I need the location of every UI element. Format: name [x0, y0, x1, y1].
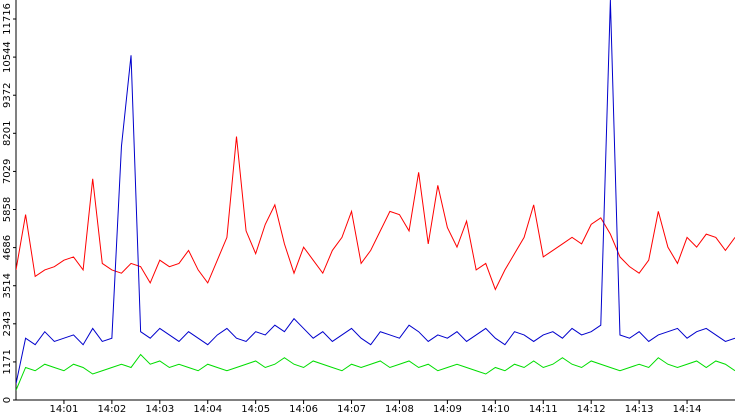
x-tick-label: 14:04 — [193, 404, 222, 415]
x-tick-label: 14:02 — [97, 404, 126, 415]
x-tick-label: 14:14 — [673, 404, 702, 415]
x-tick-label: 14:03 — [145, 404, 174, 415]
y-tick-label: 9372 — [2, 82, 13, 107]
y-tick-label: 8201 — [2, 121, 13, 146]
y-tick-label: 1171 — [2, 349, 13, 374]
x-tick-label: 14:09 — [433, 404, 462, 415]
y-tick-label: 4686 — [2, 235, 13, 260]
y-tick-label: 11716 — [2, 3, 13, 35]
plot-area — [16, 0, 735, 391]
y-tick-label: 10544 — [2, 41, 13, 73]
y-tick-label: 0 — [2, 397, 13, 403]
x-tick-label: 14:06 — [289, 404, 318, 415]
x-tick-label: 14:12 — [577, 404, 606, 415]
y-tick-label: 5858 — [2, 197, 13, 222]
x-tick-label: 14:13 — [625, 404, 654, 415]
x-tick-label: 14:05 — [241, 404, 270, 415]
y-tick-label: 2343 — [2, 311, 13, 336]
series-line — [16, 136, 735, 291]
series-line — [16, 353, 735, 391]
y-tick-label: 7029 — [2, 159, 13, 184]
x-tick-label: 14:11 — [529, 404, 558, 415]
series-line — [16, 0, 735, 384]
x-tick-label: 14:07 — [337, 404, 366, 415]
y-tick-label: 3514 — [2, 273, 13, 298]
x-tick-label: 14:01 — [50, 404, 79, 415]
x-tick-label: 14:08 — [385, 404, 414, 415]
x-tick-label: 14:10 — [481, 404, 510, 415]
